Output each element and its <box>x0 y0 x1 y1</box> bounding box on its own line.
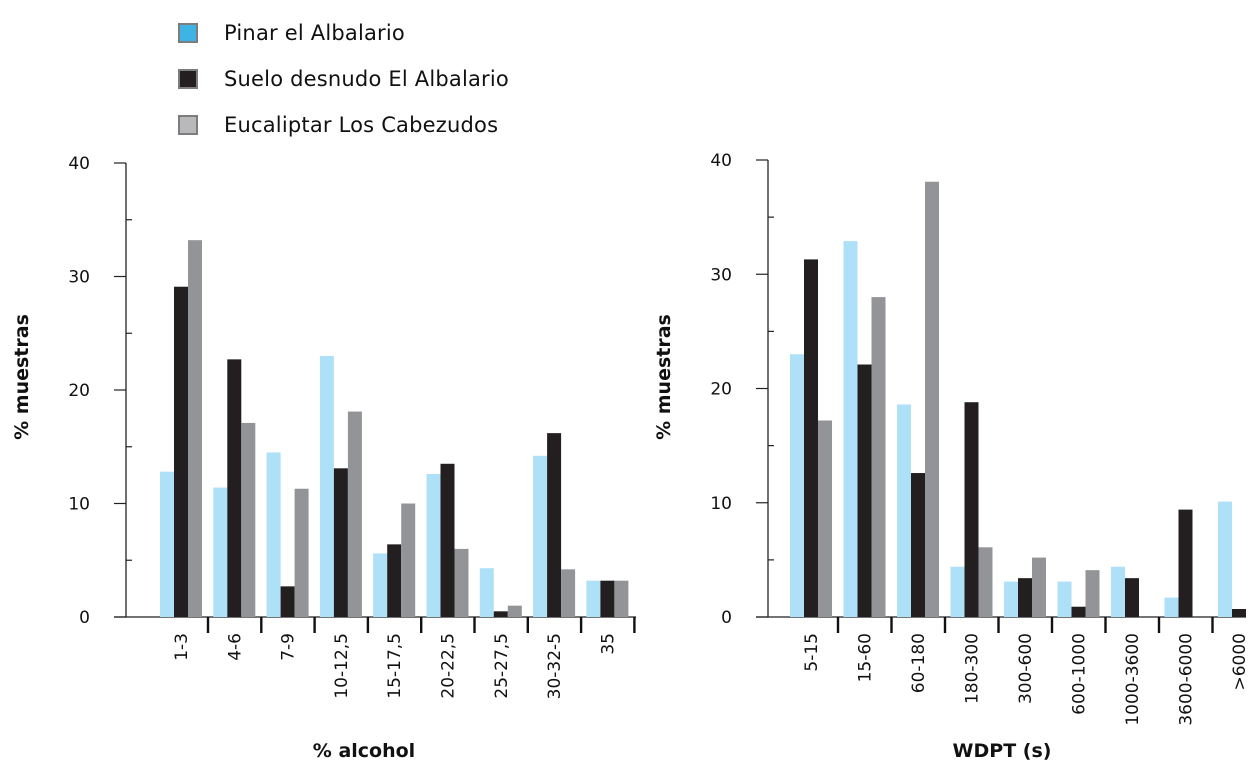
alcohol-bar <box>174 286 188 617</box>
legend: Pinar el Albalario Suelo desnudo El Alba… <box>178 10 509 148</box>
alcohol-bar <box>227 359 242 617</box>
wdpt-bar <box>843 241 858 617</box>
alcohol-category-label: 30-32-5 <box>545 633 565 699</box>
wdpt-bar <box>1018 578 1032 617</box>
alcohol-bar <box>294 488 309 617</box>
alcohol-bar <box>373 553 388 617</box>
wdpt-bar <box>925 181 939 617</box>
wdpt-bar <box>1232 609 1246 617</box>
alcohol-category-label: 15-17,5 <box>385 633 405 699</box>
wdpt-category-label: >6000 <box>1230 633 1250 691</box>
alcohol-bar <box>241 422 256 617</box>
wdpt-bar <box>911 473 925 617</box>
alcohol-category-label: 10-12,5 <box>332 633 352 699</box>
wdpt-y-tick-label: 30 <box>710 265 732 285</box>
alcohol-bar <box>401 503 416 617</box>
alcohol-category-label: 4-6 <box>225 633 245 661</box>
wdpt-bar <box>1085 570 1100 617</box>
alcohol-y-tick-label: 0 <box>79 608 90 628</box>
wdpt-y-tick-label: 20 <box>710 380 732 400</box>
wdpt-category-label: 180-300 <box>963 633 983 704</box>
alcohol-category-label: 35 <box>598 633 618 655</box>
alcohol-y-tick-label: 30 <box>68 268 90 288</box>
wdpt-bar <box>1111 566 1125 617</box>
wdpt-bar <box>1164 597 1179 617</box>
wdpt-bar <box>818 420 832 617</box>
alcohol-bar <box>387 544 402 617</box>
alcohol-bar <box>440 463 455 617</box>
wdpt-bar <box>964 402 979 617</box>
wdpt-bar <box>857 364 872 617</box>
wdpt-category-label: 15-60 <box>856 633 876 682</box>
wdpt-y-axis-title: % muestras <box>653 314 675 440</box>
alcohol-bar <box>266 452 281 617</box>
alcohol-bar <box>479 568 494 617</box>
alcohol-bar <box>319 355 334 617</box>
legend-item-eucaliptar: Eucaliptar Los Cabezudos <box>178 102 509 148</box>
alcohol-bar <box>547 433 562 617</box>
legend-item-suelo: Suelo desnudo El Albalario <box>178 56 509 102</box>
wdpt-category-label: 600-1000 <box>1070 633 1090 715</box>
wdpt-bar <box>1071 606 1086 617</box>
alcohol-bar <box>586 580 601 617</box>
legend-label: Suelo desnudo El Albalario <box>224 67 509 91</box>
wdpt-category-label: 60-180 <box>909 633 929 693</box>
wdpt-bar <box>790 354 804 617</box>
wdpt-category-label: 300-600 <box>1016 633 1036 704</box>
wdpt-category-label: 5-15 <box>802 633 822 672</box>
wdpt-bar <box>1218 501 1232 617</box>
wdpt-bar <box>1178 509 1193 617</box>
alcohol-y-axis-title: % muestras <box>11 314 33 440</box>
alcohol-bar <box>188 240 202 617</box>
alcohol-bar <box>561 569 576 617</box>
alcohol-y-tick-label: 10 <box>68 495 90 515</box>
wdpt-bar <box>1125 578 1139 617</box>
wdpt-bar <box>871 297 886 617</box>
alcohol-y-tick-label: 20 <box>68 381 90 401</box>
wdpt-bar <box>978 547 993 617</box>
wdpt-x-axis-title: WDPT (s) <box>953 740 1052 762</box>
alcohol-bar <box>333 468 348 617</box>
alcohol-bar <box>160 471 174 617</box>
wdpt-y-tick-label: 40 <box>710 151 732 171</box>
alcohol-bar <box>600 580 615 617</box>
alcohol-category-label: 7-9 <box>279 633 299 661</box>
wdpt-category-label: 3600-6000 <box>1177 633 1197 726</box>
alcohol-bar <box>347 411 362 617</box>
wdpt-bar <box>1004 581 1018 617</box>
wdpt-bar <box>804 259 818 617</box>
alcohol-category-label: 1-3 <box>172 633 192 661</box>
alcohol-x-axis-title: % alcohol <box>313 740 415 762</box>
wdpt-category-label: 1000-3600 <box>1123 633 1143 726</box>
legend-label: Pinar el Albalario <box>224 21 405 45</box>
wdpt-bar <box>897 404 911 617</box>
alcohol-y-tick-label: 40 <box>68 154 90 174</box>
legend-label: Eucaliptar Los Cabezudos <box>224 113 499 137</box>
alcohol-bar <box>614 580 629 617</box>
alcohol-category-label: 25-27,5 <box>492 633 512 699</box>
alcohol-bar <box>280 586 295 617</box>
alcohol-bar <box>507 605 522 617</box>
alcohol-bar <box>493 611 508 617</box>
alcohol-bar <box>454 548 469 617</box>
alcohol-bar <box>213 487 228 617</box>
legend-swatch-pinar <box>178 23 198 43</box>
legend-swatch-suelo <box>178 69 198 89</box>
alcohol-bar <box>533 455 548 617</box>
wdpt-bar <box>950 566 965 617</box>
wdpt-bar <box>1057 581 1072 617</box>
alcohol-bar <box>426 473 441 617</box>
legend-swatch-eucaliptar <box>178 115 198 135</box>
alcohol-category-label: 20-22,5 <box>439 633 459 699</box>
legend-item-pinar: Pinar el Albalario <box>178 10 509 56</box>
wdpt-y-tick-label: 0 <box>721 608 732 628</box>
wdpt-bar <box>1032 557 1046 617</box>
wdpt-y-tick-label: 10 <box>710 494 732 514</box>
